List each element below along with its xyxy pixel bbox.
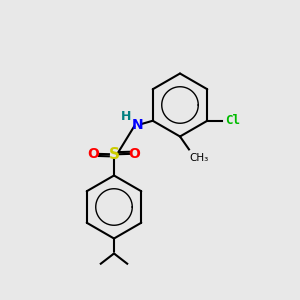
Text: O: O — [128, 147, 140, 161]
Text: H: H — [121, 110, 131, 123]
Text: CH₃: CH₃ — [189, 153, 208, 163]
Text: O: O — [88, 147, 100, 161]
Text: S: S — [109, 147, 119, 162]
Text: N: N — [132, 118, 143, 132]
Text: Cl: Cl — [225, 114, 240, 127]
